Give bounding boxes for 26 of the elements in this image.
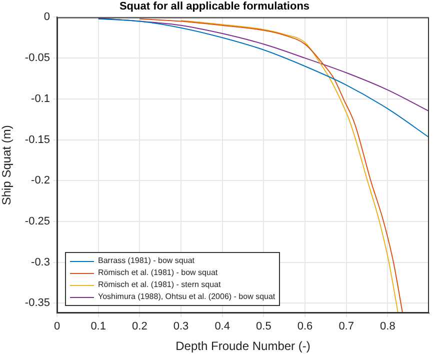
x-axis-title: Depth Froude Number (-) [176, 339, 310, 354]
chart-title: Squat for all applicable formulations [119, 0, 310, 13]
y-tick-label: -0.2 [31, 174, 50, 187]
legend-label: Yoshimura (1988), Ohtsu et al. (2006) - bow squat [98, 291, 276, 303]
legend-label: Römisch et al. (1981) - stern squat [98, 279, 221, 291]
legend-label: Barrass (1981) - bow squat [98, 255, 194, 267]
legend-label: Römisch et al. (1981) - bow squat [98, 267, 218, 279]
x-tick-label: 0.2 [132, 320, 148, 333]
x-tick-label: 0 [54, 320, 60, 333]
y-tick-label: -0.15 [24, 134, 50, 146]
y-tick-label: -0.3 [31, 256, 50, 268]
x-tick-label: 0.3 [173, 320, 189, 333]
y-axis-title: Ship Squat (m) [0, 125, 14, 206]
x-tick-label: 0.7 [338, 320, 354, 333]
y-tick-label: 0 [44, 11, 50, 24]
y-tick-label: -0.35 [24, 297, 50, 310]
y-tick-label: -0.25 [24, 216, 50, 228]
x-tick-label: 0.4 [214, 320, 230, 333]
y-tick-label: -0.05 [24, 52, 50, 64]
x-tick-label: 0.5 [256, 320, 272, 333]
y-tick-label: -0.1 [31, 92, 50, 105]
x-tick-label: 0.8 [380, 320, 396, 333]
x-tick-label: 0.6 [297, 320, 313, 333]
line-series [98, 18, 429, 138]
x-tick-label: 0.1 [90, 320, 106, 333]
line-series [98, 18, 429, 112]
